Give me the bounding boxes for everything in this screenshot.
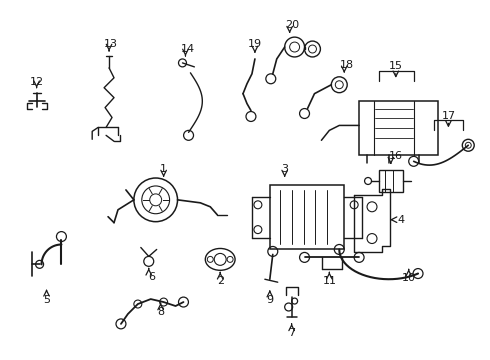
Text: 20: 20	[286, 20, 300, 30]
Text: 15: 15	[389, 61, 403, 71]
Bar	[379, 170, 403, 192]
Text: 4: 4	[397, 215, 404, 225]
Text: 19: 19	[248, 39, 262, 49]
Text: 7: 7	[288, 328, 295, 338]
Text: 2: 2	[217, 276, 224, 286]
Text: 14: 14	[180, 44, 195, 54]
Text: 10: 10	[402, 273, 416, 283]
Text: 3: 3	[281, 164, 288, 174]
Text: 12: 12	[29, 77, 44, 87]
Text: 6: 6	[148, 272, 155, 282]
Bar	[270, 185, 344, 249]
Text: 16: 16	[389, 151, 403, 161]
Text: 8: 8	[157, 307, 164, 317]
Text: 18: 18	[340, 60, 354, 70]
Text: 1: 1	[160, 164, 167, 174]
Bar	[359, 100, 439, 155]
Text: 11: 11	[322, 276, 336, 286]
Text: 5: 5	[43, 295, 50, 305]
Text: 9: 9	[266, 295, 273, 305]
Text: 13: 13	[104, 39, 118, 49]
Text: 17: 17	[441, 111, 456, 121]
